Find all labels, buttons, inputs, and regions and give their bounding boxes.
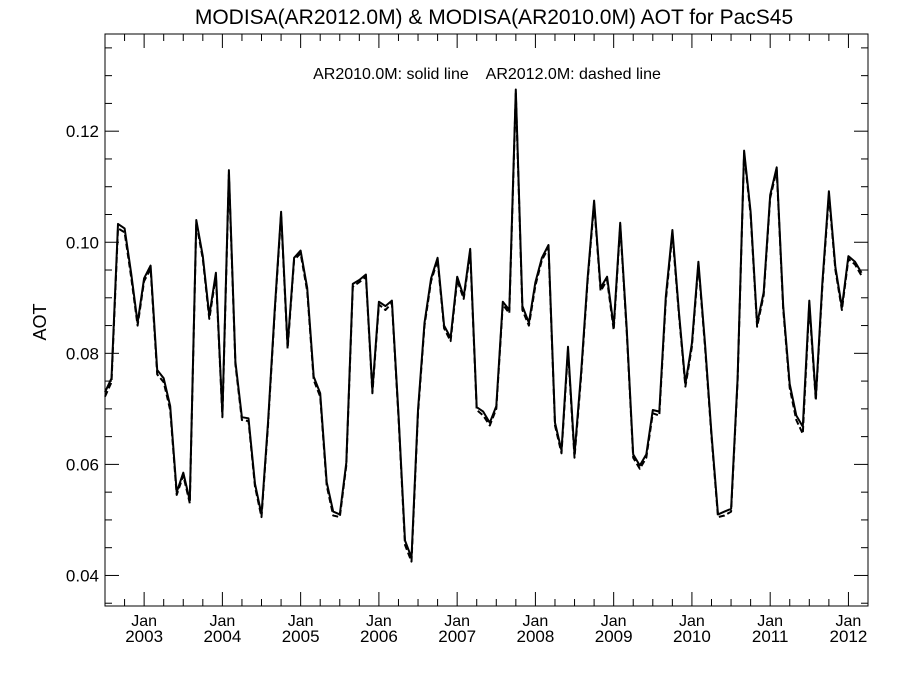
x-tick-year-label: 2007: [438, 627, 476, 646]
x-tick-month-label: Jan: [523, 613, 549, 630]
x-tick-month-label: Jan: [209, 613, 235, 630]
x-tick-month-label: Jan: [444, 613, 470, 630]
series-lines: [104, 88, 863, 563]
x-tick-year-label: 2008: [516, 627, 554, 646]
x-tick-month-label: Jan: [601, 613, 627, 630]
x-tick-month-label: Jan: [288, 613, 314, 630]
x-tick-month-label: Jan: [757, 613, 783, 630]
y-tick-label: 0.08: [66, 344, 99, 363]
chart-title: MODISA(AR2012.0M) & MODISA(AR2010.0M) AO…: [195, 6, 793, 29]
x-tick-year-label: 2004: [203, 627, 241, 646]
x-tick-month-label: Jan: [366, 613, 392, 630]
x-tick-month-label: Jan: [836, 613, 862, 630]
y-tick-label: 0.04: [66, 566, 99, 585]
y-tick-label: 0.12: [66, 122, 99, 141]
plot-frame: [104, 33, 869, 607]
x-tick-year-label: 2005: [282, 627, 320, 646]
x-tick-year-label: 2012: [830, 627, 868, 646]
x-tick-year-label: 2011: [752, 627, 789, 646]
y-axis-label: AOT: [30, 303, 50, 340]
axis-ticks: 0.040.060.080.100.12Jan2003Jan2004Jan200…: [66, 34, 868, 646]
x-tick-year-label: 2009: [595, 627, 633, 646]
chart-annotation: AR2010.0M: solid line AR2012.0M: dashed …: [313, 66, 661, 83]
y-tick-label: 0.06: [66, 455, 99, 474]
x-tick-month-label: Jan: [679, 613, 705, 630]
series-line-ar2010-0m: [104, 88, 863, 559]
x-tick-year-label: 2003: [125, 627, 163, 646]
x-tick-year-label: 2010: [673, 627, 711, 646]
y-tick-label: 0.10: [66, 233, 99, 252]
x-tick-year-label: 2006: [360, 627, 398, 646]
x-tick-month-label: Jan: [131, 613, 157, 630]
